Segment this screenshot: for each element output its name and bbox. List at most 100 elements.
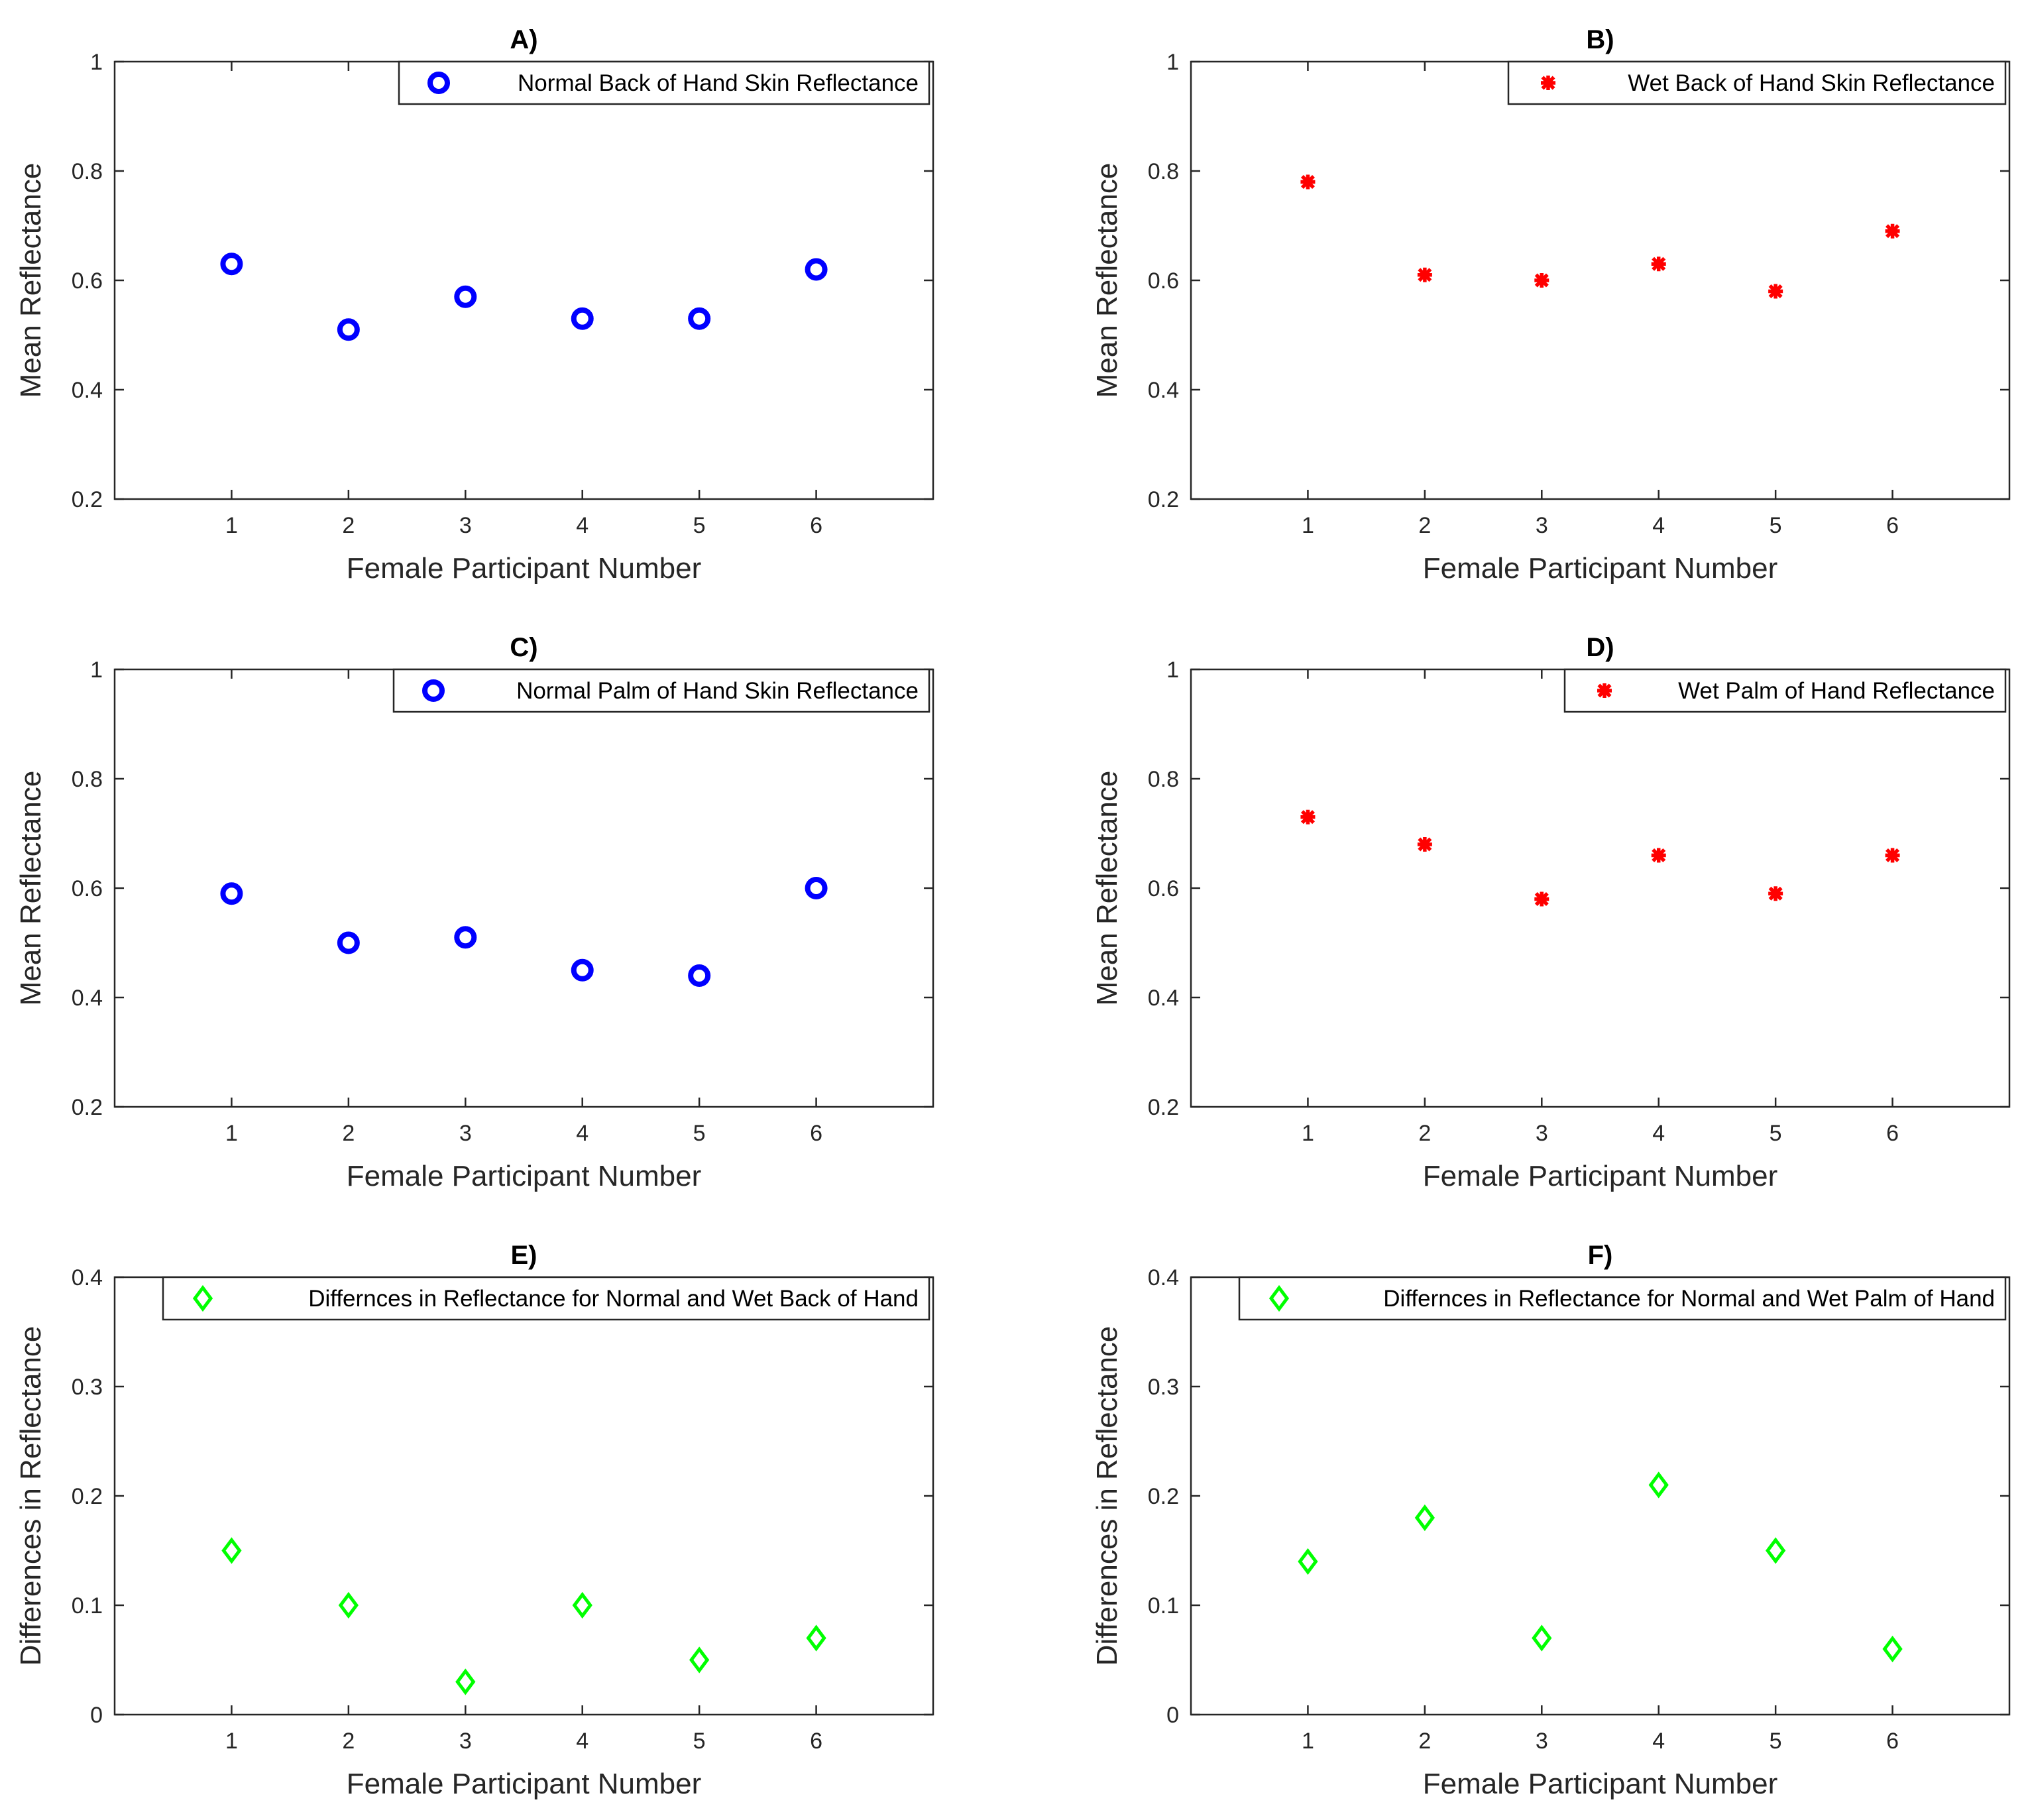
chart-d-ytick-label: 0.6: [1148, 876, 1179, 901]
chart-e-point: [689, 1646, 710, 1674]
chart-d-plot-area: [1190, 668, 2011, 1108]
chart-b-point: [1651, 256, 1666, 272]
chart-a-xtick-label: 1: [225, 513, 238, 538]
chart-c: C) 0.2 0.4 0.6 0.8 1 1 2 3 4 5 6 Female Participant …: [15, 633, 934, 1192]
chart-a-ytick-label: 0.4: [72, 378, 103, 403]
chart-b-title: B): [1586, 25, 1614, 54]
chart-a-point: [337, 318, 360, 341]
chart-f-point: [1414, 1504, 1435, 1532]
chart-d-ytick-label: 0.2: [1148, 1095, 1179, 1120]
chart-d-ytick-label: 1: [1166, 657, 1179, 683]
chart-b-ytick-label: 0.4: [1148, 378, 1179, 403]
chart-a-ytick-label: 0.8: [72, 159, 103, 184]
chart-c-xtick-label: 6: [810, 1121, 822, 1146]
chart-a-ytick-label: 0.6: [72, 268, 103, 294]
chart-b-xtick-label: 6: [1886, 513, 1899, 538]
chart-f-xtick-label: 6: [1886, 1729, 1899, 1754]
chart-a-ytick-label: 1: [90, 50, 103, 75]
chart-b-xtick-label: 5: [1770, 513, 1782, 538]
chart-a-xtick-label: 3: [459, 513, 472, 538]
chart-e-ylabel: Differences in Reflectance: [15, 1326, 47, 1666]
chart-e-xtick-label: 4: [576, 1729, 589, 1754]
chart-f-point: [1298, 1548, 1318, 1575]
chart-f-point: [1766, 1537, 1786, 1564]
chart-c-xtick-label: 3: [459, 1121, 472, 1146]
chart-e-xtick-label: 6: [810, 1729, 822, 1754]
chart-d-point: [1885, 848, 1900, 863]
chart-f-xtick-label: 1: [1302, 1729, 1314, 1754]
chart-a-xtick-label: 4: [576, 513, 589, 538]
chart-d: D) 0.2 0.4 0.6 0.8 1 1 2 3 4 5 6 Female Participant …: [1091, 633, 2011, 1192]
chart-e-point: [338, 1591, 359, 1619]
chart-b-plot-area: [1190, 60, 2011, 500]
chart-e-ytick-label: 0.1: [72, 1593, 103, 1619]
chart-f-xtick-label: 5: [1770, 1729, 1782, 1754]
chart-a-xtick-label: 5: [693, 513, 706, 538]
chart-a-legend-marker: [427, 72, 450, 94]
chart-b-ytick-label: 1: [1166, 50, 1179, 75]
chart-b-ylabel: Mean Reflectance: [1091, 163, 1123, 398]
chart-b-legend-marker: [1541, 76, 1555, 90]
chart-c-point: [454, 926, 477, 949]
chart-e-title: E): [511, 1241, 537, 1270]
chart-b-point: [1300, 174, 1316, 190]
chart-b-ytick-label: 0.2: [1148, 487, 1179, 512]
chart-b-xtick-label: 3: [1536, 513, 1548, 538]
chart-d-point: [1300, 809, 1316, 825]
chart-e-xtick-label: 2: [342, 1729, 355, 1754]
chart-a-xtick-label: 2: [342, 513, 355, 538]
chart-d-xtick-label: 5: [1770, 1121, 1782, 1146]
chart-f-point: [1532, 1624, 1552, 1652]
chart-f-ytick-label: 0.4: [1148, 1265, 1179, 1290]
chart-c-ytick-label: 0.8: [72, 767, 103, 792]
chart-f-plot-area: [1190, 1276, 2011, 1716]
chart-c-ytick-label: 1: [90, 657, 103, 683]
chart-c-ytick-label: 0.6: [72, 876, 103, 901]
chart-f-xlabel: Female Participant Number: [1423, 1768, 1778, 1800]
chart-b-xtick-label: 4: [1652, 513, 1665, 538]
chart-a-legend: [398, 60, 930, 105]
chart-e-point: [455, 1668, 476, 1695]
chart-d-ylabel: Mean Reflectance: [1091, 771, 1123, 1006]
chart-c-ytick-label: 0.2: [72, 1095, 103, 1120]
chart-a-ytick-label: 0.2: [72, 487, 103, 512]
chart-d-xtick-label: 2: [1418, 1121, 1431, 1146]
chart-d-point: [1768, 886, 1783, 901]
chart-f-xtick-label: 2: [1418, 1729, 1431, 1754]
chart-e-legend-label: Differnces in Reflectance for Normal and…: [308, 1286, 919, 1312]
chart-c-plot-area: [113, 668, 934, 1108]
chart-e-ytick-label: 0.2: [72, 1484, 103, 1509]
chart-e-xtick-label: 1: [225, 1729, 238, 1754]
chart-d-ytick-label: 0.8: [1148, 767, 1179, 792]
chart-c-point: [571, 958, 594, 982]
chart-b-legend: [1507, 60, 2007, 105]
chart-c-ytick-label: 0.4: [72, 986, 103, 1011]
chart-f-legend-marker: [1268, 1284, 1290, 1312]
chart-d-legend-marker: [1597, 683, 1612, 698]
chart-b-xtick-label: 2: [1418, 513, 1431, 538]
chart-b-point: [1534, 273, 1549, 288]
chart-c-legend-label: Normal Palm of Hand Skin Reflectance: [516, 678, 919, 704]
chart-e-legend-marker: [192, 1284, 213, 1312]
chart-a-point: [454, 285, 477, 308]
chart-b-xtick-label: 1: [1302, 513, 1314, 538]
chart-b-ytick-label: 0.8: [1148, 159, 1179, 184]
chart-d-title: D): [1586, 633, 1614, 662]
chart-d-xtick-label: 1: [1302, 1121, 1314, 1146]
chart-d-legend: [1563, 668, 2007, 713]
chart-a-title: A): [510, 25, 537, 54]
chart-b-ytick-label: 0.6: [1148, 268, 1179, 294]
chart-c-legend-marker: [422, 679, 445, 702]
chart-e-xlabel: Female Participant Number: [347, 1768, 702, 1800]
chart-e-ytick-label: 0: [90, 1703, 103, 1728]
chart-a-xlabel: Female Participant Number: [347, 552, 702, 585]
chart-f-xtick-label: 3: [1536, 1729, 1548, 1754]
chart-f: F) 0 0.1 0.2 0.3 0.4 1 2 3 4 5 6 Female Participant …: [1091, 1241, 2011, 1800]
chart-a-point: [688, 307, 711, 330]
chart-d-point: [1417, 837, 1432, 852]
chart-c-legend: [392, 668, 930, 713]
chart-a-legend-label: Normal Back of Hand Skin Reflectance: [518, 70, 919, 96]
chart-e-point: [572, 1591, 592, 1619]
chart-f-ytick-label: 0.2: [1148, 1484, 1179, 1509]
chart-e-ytick-label: 0.3: [72, 1375, 103, 1400]
